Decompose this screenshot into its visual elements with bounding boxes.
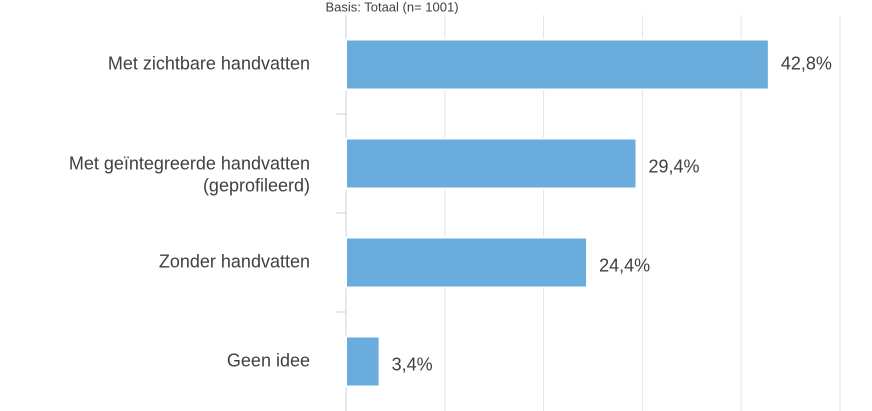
value-label: 42,8%: [781, 53, 832, 73]
value-label: 29,4%: [648, 156, 699, 176]
bar: [345, 236, 589, 289]
bar: [345, 335, 381, 388]
chart-subtitle: Basis: Totaal (n= 1001): [325, 0, 458, 14]
value-label: 24,4%: [599, 255, 650, 275]
category-label: Geen idee: [227, 350, 310, 370]
bar: [345, 38, 770, 91]
value-label: 3,4%: [392, 354, 433, 374]
category-label: Met zichtbare handvatten: [108, 53, 310, 73]
category-label: Met geïntegreerde handvatten (geprofileer…: [69, 153, 310, 195]
category-label: Zonder handvatten: [159, 251, 310, 271]
bar: [345, 137, 638, 190]
